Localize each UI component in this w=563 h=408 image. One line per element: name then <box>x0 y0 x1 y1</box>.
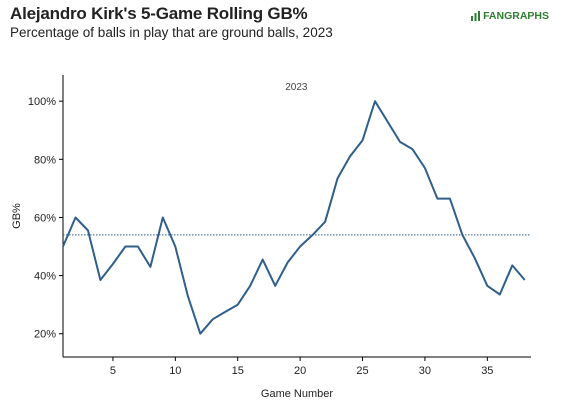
year-annotation: 2023 <box>285 82 308 93</box>
x-axis-label: Game Number <box>261 388 333 400</box>
x-tick-label: 20 <box>294 365 306 377</box>
fangraphs-logo: FANGRAPHS <box>470 10 549 22</box>
x-tick-label: 25 <box>356 365 368 377</box>
y-tick-label: 100% <box>28 96 56 108</box>
y-tick-label: 40% <box>34 271 56 283</box>
x-tick-label: 30 <box>419 365 431 377</box>
gb-rate-line <box>62 100 526 335</box>
fangraphs-logo-text: FANGRAPHS <box>483 10 549 22</box>
x-tick-label: 35 <box>481 365 493 377</box>
y-tick-label: 60% <box>34 212 56 224</box>
chart-title: Alejandro Kirk's 5-Game Rolling GB% <box>10 4 308 23</box>
y-tick-label: 80% <box>34 154 56 166</box>
y-tick-label: 20% <box>34 329 56 341</box>
x-tick-label: 5 <box>110 365 116 377</box>
x-tick-label: 10 <box>169 365 181 377</box>
fangraphs-logo-icon <box>471 11 481 21</box>
chart-subtitle: Percentage of balls in play that are gro… <box>10 25 333 40</box>
y-axis-label: GB% <box>11 203 23 229</box>
x-tick-label: 15 <box>232 365 244 377</box>
